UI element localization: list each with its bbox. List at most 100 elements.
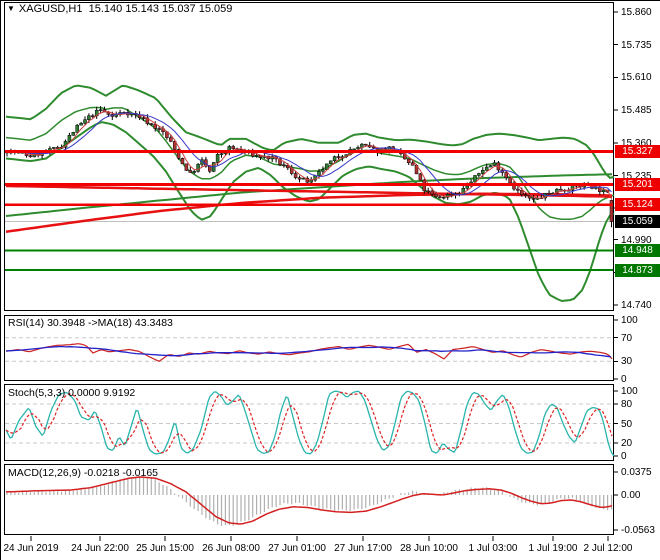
macd-axis-label: 0.00 — [621, 490, 641, 501]
candle-body — [445, 194, 450, 198]
rsi-line — [5, 343, 613, 362]
fast-ma-blue — [6, 112, 612, 197]
price-axis-label: 15.610 — [621, 72, 652, 84]
candle-body — [184, 163, 189, 171]
stoch-axis-label: 0 — [621, 451, 627, 462]
candle-body — [52, 147, 56, 149]
candle-body — [559, 188, 563, 191]
macd-panel-border — [4, 464, 614, 535]
candle-body — [410, 162, 415, 166]
bollinger-lower-band — [5, 121, 615, 303]
candle-body — [449, 194, 454, 196]
time-axis-label: 26 Jun 08:00 — [202, 543, 260, 554]
price-axis-label: 15.360 — [621, 137, 652, 149]
candle-body — [356, 147, 360, 150]
candle-body — [309, 179, 313, 183]
stoch-axis-label: 20 — [621, 438, 633, 449]
candle-body — [180, 158, 185, 165]
candle-body — [192, 171, 196, 173]
candle-body — [286, 165, 290, 169]
symbol-period-label: XAGUSD,H1 — [18, 3, 83, 15]
candle-body — [317, 171, 321, 177]
stoch-k-line — [5, 390, 615, 457]
rsi-indicator-label: RSI(14) 30.3948 ->MA(18) 43.3483 — [8, 317, 173, 329]
stoch-axis-label: 50 — [621, 418, 633, 430]
price-axis-label: 14.740 — [621, 299, 652, 311]
main-panel-border — [4, 2, 614, 311]
candle-body — [527, 195, 532, 199]
candle-body — [465, 185, 469, 189]
candle-body — [477, 173, 481, 176]
time-axis-label: 1 Jul 03:00 — [468, 543, 518, 554]
candle-body — [516, 188, 520, 191]
candle-body — [426, 190, 430, 193]
bollinger-upper-band — [5, 84, 615, 180]
time-axis-label: 28 Jun 10:00 — [400, 543, 458, 554]
candle-body — [254, 155, 259, 157]
time-axis-label: 27 Jun 01:00 — [268, 543, 326, 554]
candle-body — [406, 158, 411, 164]
candle-body — [442, 196, 446, 199]
candle-body — [492, 162, 497, 166]
red-slow-ma-flat — [5, 184, 613, 198]
price-tag: 14.873 — [615, 263, 660, 277]
price-axis-label: 15.485 — [621, 105, 652, 117]
macd-indicator-label: MACD(12,26,9) -0.0218 -0.0165 — [8, 467, 158, 479]
time-axis-label: 27 Jun 17:00 — [334, 543, 392, 554]
time-axis-label: 1 Jul 19:00 — [528, 543, 578, 554]
stoch-indicator-label: Stoch(5,3,3) 0.0000 9.9192 — [8, 387, 136, 399]
candle-body — [332, 156, 337, 162]
stoch-panel-border — [4, 384, 614, 461]
price-tag: 14.948 — [615, 244, 660, 258]
candle-body — [484, 166, 489, 171]
candle-body — [321, 169, 325, 172]
candle-body — [555, 188, 559, 194]
rsi-axis-label: 70 — [621, 332, 633, 344]
fast-ma-red — [6, 111, 612, 200]
candle-body — [601, 189, 606, 193]
candle-body — [504, 172, 508, 179]
chart-title: ▼ XAGUSD,H1 15.140 15.143 15.037 15.059 — [7, 3, 232, 15]
candle-body — [219, 153, 224, 155]
candle-body — [98, 109, 103, 111]
price-tag: 15.327 — [615, 144, 660, 158]
macd-histogram — [6, 475, 613, 527]
time-axis-label: 2 Jul 12:00 — [583, 543, 633, 554]
candle-body — [371, 146, 376, 149]
symbol-dropdown-icon[interactable]: ▼ — [7, 4, 15, 13]
candle-body — [430, 190, 434, 195]
candle-body — [176, 149, 181, 159]
candle-body — [75, 124, 79, 133]
candle-body — [508, 177, 512, 184]
candle-body — [172, 141, 177, 150]
candle-body — [83, 119, 87, 124]
price-axis-label: 15.860 — [621, 7, 652, 18]
candle-body — [305, 177, 310, 183]
candle-body — [473, 175, 477, 183]
candle-body — [282, 164, 286, 167]
candle-body — [87, 115, 91, 120]
candle-body — [91, 115, 95, 118]
time-axis-label: 25 Jun 15:00 — [136, 543, 194, 554]
rsi-axis-label: 30 — [621, 356, 633, 368]
candle-body — [297, 177, 302, 180]
candle-body — [547, 192, 551, 195]
candle-body — [418, 173, 423, 181]
candle-body — [145, 117, 150, 124]
candle-body — [231, 146, 235, 149]
candle-body — [67, 135, 72, 142]
rsi-ma-line — [5, 345, 612, 358]
candle-body — [79, 122, 83, 126]
candle-body — [481, 170, 485, 174]
candle-body — [523, 194, 528, 197]
stoch-d-line — [5, 391, 613, 454]
candle-body — [531, 197, 536, 200]
candle-body — [328, 160, 333, 165]
candle-body — [169, 137, 173, 142]
rsi-panel-border — [4, 315, 614, 381]
candle-body — [364, 143, 368, 146]
candle-body — [157, 128, 161, 130]
ohlc-values: 15.140 15.143 15.037 15.059 — [88, 3, 233, 15]
